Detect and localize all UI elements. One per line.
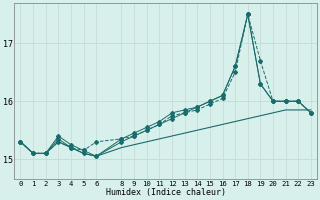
X-axis label: Humidex (Indice chaleur): Humidex (Indice chaleur) <box>106 188 226 197</box>
